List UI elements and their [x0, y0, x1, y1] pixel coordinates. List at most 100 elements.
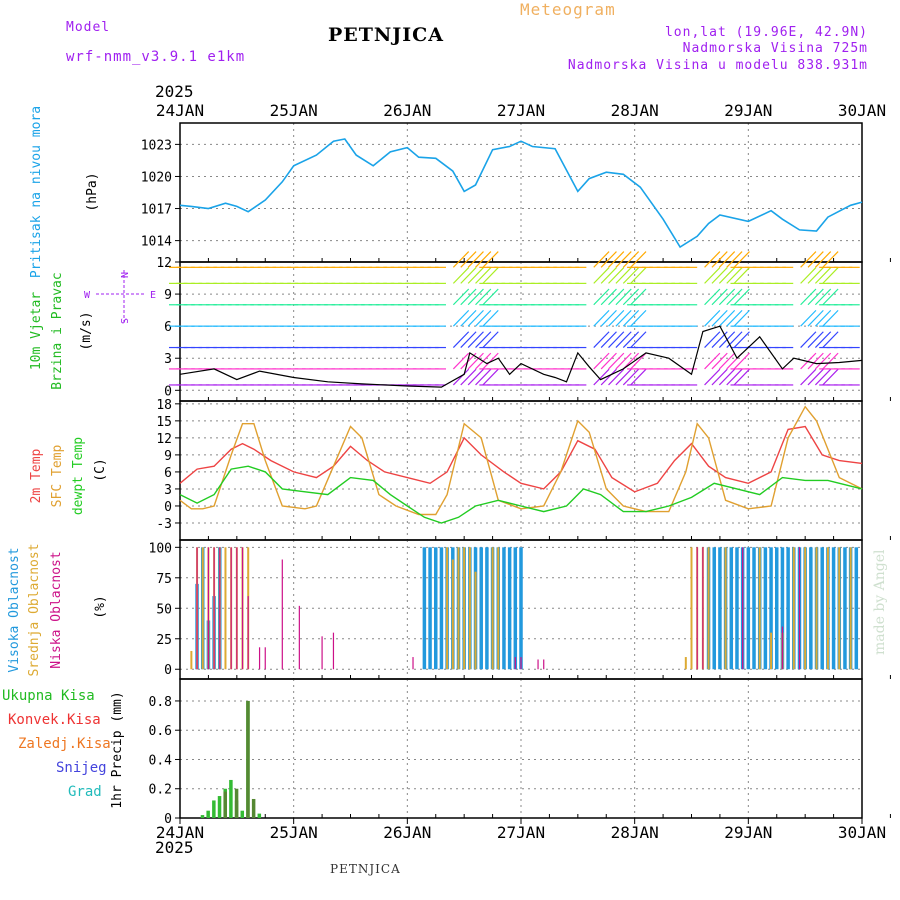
y-tick-label: 18 — [156, 398, 172, 413]
wind-arrow — [593, 267, 610, 284]
x-day-label-bottom: 28JAN — [611, 823, 659, 842]
wind-arrow — [726, 267, 743, 284]
wind-arrow — [726, 368, 743, 386]
cloud-unit: (%) — [93, 595, 108, 618]
wind-arrow — [704, 368, 721, 386]
precip-bar — [234, 788, 239, 818]
precip-legend-item: Zaledj.Kisa — [18, 736, 111, 752]
wind-arrow — [467, 267, 484, 284]
cloud-bar-low — [332, 632, 335, 670]
wind-arrow — [622, 267, 640, 284]
wind-arrow — [467, 331, 484, 348]
wind-arrow — [733, 331, 750, 348]
y-tick-label: 9 — [164, 449, 172, 464]
cloud-bar-mid — [491, 547, 494, 670]
wind-arrow — [600, 251, 617, 268]
pressure-unit: (hPa) — [85, 172, 100, 211]
wind-arrow — [800, 267, 817, 284]
y-tick-label: 0.2 — [149, 783, 172, 798]
cloud-bar-mid — [446, 547, 449, 670]
y-tick-label: 0.4 — [149, 753, 173, 768]
wind-arrow — [814, 251, 832, 268]
wind-arrow — [807, 288, 824, 306]
wind-arrow — [615, 352, 632, 370]
wind-arrow — [600, 368, 617, 386]
wind-arrow — [467, 309, 484, 327]
wind-ylabel-2: Brzina i Pravac — [50, 272, 65, 389]
cloud-bar-low — [230, 547, 232, 670]
temp-series-2m — [179, 425, 863, 493]
cloud-bar-low — [213, 547, 215, 670]
y-tick-label: 15 — [156, 415, 172, 430]
cloud-bar-high — [485, 547, 489, 670]
wind-arrow — [615, 368, 632, 386]
cloud-bar-high — [428, 547, 432, 670]
precip-legend-item: Snijeg — [56, 760, 107, 776]
y-tick-label: 75 — [156, 572, 172, 587]
wind-arrow — [733, 352, 750, 370]
x-day-label-bottom: 29JAN — [724, 823, 772, 842]
wind-arrow — [608, 368, 625, 386]
wind-arrow — [814, 331, 832, 348]
x-day-label-top: 24JAN — [156, 101, 204, 120]
y-tick-label: 0 — [164, 384, 172, 399]
wind-arrow — [615, 251, 632, 268]
wind-arrow — [711, 331, 728, 348]
wind-arrow — [475, 288, 492, 306]
wind-arrow — [814, 288, 832, 306]
cloud-bar-low — [219, 547, 221, 670]
cloud-bar-low — [520, 657, 522, 670]
cloud-bar-low — [537, 659, 539, 670]
wind-arrow — [814, 309, 832, 327]
wind-arrow — [704, 288, 721, 306]
cloud-bar-high — [439, 547, 444, 670]
wind-arrow — [600, 352, 617, 370]
y-tick-label: -3 — [156, 517, 172, 532]
cloud-bar-mid — [792, 547, 795, 670]
wind-arrow — [622, 331, 640, 348]
cloud-bar-high — [513, 547, 518, 670]
cloud-bar-high — [843, 547, 847, 670]
wind-arrow — [800, 251, 817, 268]
y-tick-label: 6 — [164, 320, 172, 335]
cloud-bar-low — [196, 547, 198, 670]
wind-arrow — [704, 251, 721, 268]
cloud-bar-mid — [684, 657, 687, 670]
cloud-bar-low — [412, 657, 414, 670]
wind-arrow — [733, 251, 750, 268]
wind-arrow — [630, 368, 647, 386]
cloud-bar-high — [502, 547, 506, 670]
wind-arrow — [704, 331, 721, 348]
wind-arrow — [630, 251, 647, 268]
wind-arrow — [807, 267, 824, 284]
model-elevation-label: Nadmorska Visina u modelu 838.931m — [567, 58, 868, 73]
wind-arrow — [726, 251, 743, 268]
temp-series-dewpt — [179, 465, 863, 524]
cloud-bar-high — [422, 547, 427, 670]
x-day-label-bottom: 27JAN — [497, 823, 545, 842]
wind-arrow — [704, 267, 721, 284]
cloud-bar-low — [258, 647, 261, 670]
wind-arrow — [482, 368, 499, 386]
x-day-label-bottom: 25JAN — [270, 823, 318, 842]
wind-arrow — [814, 267, 832, 284]
cloud-bar-mid — [451, 559, 454, 670]
y-tick-label: 6 — [164, 466, 172, 481]
wind-arrow — [593, 352, 610, 370]
y-tick-label: 1014 — [141, 235, 172, 250]
cloud-bar-mid — [815, 547, 818, 670]
wind-arrow — [718, 352, 736, 370]
y-tick-label: 12 — [156, 256, 172, 271]
wind-ylabel-1: 10m Vjetar — [29, 292, 44, 370]
wind-arrow — [608, 352, 625, 370]
wind-arrow — [482, 309, 499, 327]
model-label: Model — [66, 20, 111, 35]
cloud-bar-high — [820, 547, 824, 670]
cloud-bar-low — [543, 659, 545, 670]
cloud-bar-high — [718, 547, 722, 670]
x-day-label-top: 29JAN — [724, 101, 772, 120]
wind-arrow — [615, 288, 632, 306]
pressure-series-line — [179, 138, 863, 249]
wind-arrow — [593, 288, 610, 306]
